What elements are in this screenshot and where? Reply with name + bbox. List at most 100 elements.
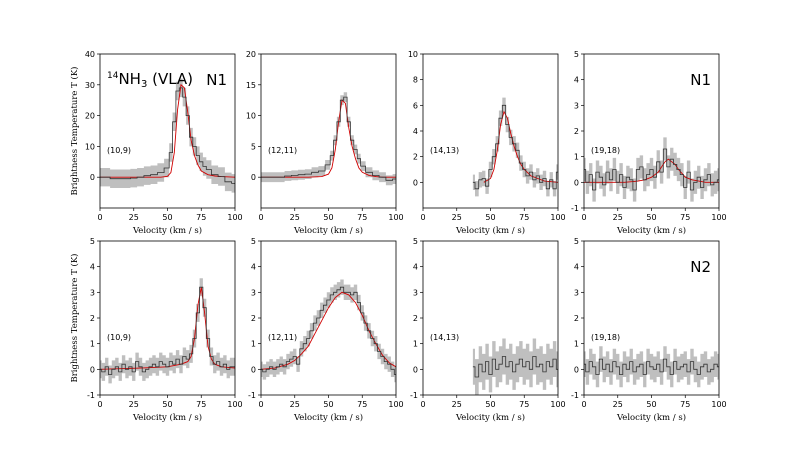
observed-spectrum-line xyxy=(584,148,719,191)
y-tick-label: 30 xyxy=(85,81,95,90)
y-tick-label: 5 xyxy=(574,237,579,246)
x-tick-label: 100 xyxy=(550,400,565,409)
plot-area xyxy=(584,346,719,388)
x-axis-label: Velocity (km / s) xyxy=(616,225,686,236)
y-tick-label: 15 xyxy=(246,81,256,90)
x-tick-label: 0 xyxy=(420,213,425,222)
x-tick-label: 50 xyxy=(646,213,656,222)
y-tick-label: 0 xyxy=(574,178,579,187)
x-tick-label: 25 xyxy=(613,400,623,409)
x-tick-label: 75 xyxy=(680,213,690,222)
y-tick-label: 4 xyxy=(251,263,256,272)
y-tick-label: 1 xyxy=(251,340,256,349)
x-tick-label: 25 xyxy=(613,213,623,222)
y-tick-label: 4 xyxy=(413,127,418,136)
x-tick-label: 0 xyxy=(258,400,263,409)
transition-label: (12,11) xyxy=(268,146,297,155)
x-axis-label: Velocity (km / s) xyxy=(132,412,202,423)
region-label: N1 xyxy=(690,71,711,89)
x-tick-label: 50 xyxy=(646,400,656,409)
y-tick-label: 4 xyxy=(574,263,579,272)
y-tick-label: 20 xyxy=(85,112,95,121)
error-band xyxy=(100,78,235,193)
y-tick-label: 1 xyxy=(90,340,95,349)
observed-spectrum-line xyxy=(100,87,235,184)
plot-area xyxy=(261,279,396,383)
observed-spectrum-line xyxy=(261,286,396,375)
x-tick-label: 25 xyxy=(290,400,300,409)
x-tick-label: 100 xyxy=(711,400,726,409)
model-line xyxy=(483,110,558,183)
observed-spectrum-line xyxy=(472,104,558,190)
y-tick-label: 3 xyxy=(251,288,256,297)
model-line xyxy=(100,287,235,370)
x-tick-label: 0 xyxy=(581,400,586,409)
title-suffix: (VLA) xyxy=(147,70,193,88)
axes-frame xyxy=(260,53,397,209)
transition-label: (10,9) xyxy=(107,333,131,342)
y-tick-label: 3 xyxy=(574,288,579,297)
y-tick-label: 0 xyxy=(413,178,418,187)
y-tick-label: -1 xyxy=(571,391,579,400)
y-tick-label: 5 xyxy=(251,142,256,151)
error-band xyxy=(261,279,396,383)
x-tick-label: 50 xyxy=(323,213,333,222)
x-tick-label: 100 xyxy=(711,213,726,222)
error-band xyxy=(261,92,396,186)
x-tick-label: 75 xyxy=(357,213,367,222)
x-tick-label: 75 xyxy=(357,400,367,409)
y-tick-label: 1 xyxy=(413,340,418,349)
transition-label: (14,13) xyxy=(430,333,459,342)
y-tick-label: 3 xyxy=(574,101,579,110)
x-tick-label: 25 xyxy=(129,400,139,409)
transition-label: (14,13) xyxy=(430,146,459,155)
y-tick-label: 2 xyxy=(574,314,579,323)
transition-label: (12,11) xyxy=(268,333,297,342)
y-tick-label: 0 xyxy=(90,173,95,182)
y-tick-label: 3 xyxy=(413,288,418,297)
y-tick-label: 4 xyxy=(574,76,579,85)
y-tick-label: 10 xyxy=(246,112,256,121)
y-tick-label: 10 xyxy=(85,142,95,151)
y-tick-label: 0 xyxy=(574,365,579,374)
x-tick-label: 25 xyxy=(290,213,300,222)
x-axis-label: Velocity (km / s) xyxy=(293,225,363,236)
y-tick-label: 0 xyxy=(413,365,418,374)
model-line xyxy=(584,158,719,183)
region-label: N1 xyxy=(206,71,227,89)
y-tick-label: 1 xyxy=(574,153,579,162)
x-tick-label: 75 xyxy=(196,213,206,222)
title-species: NH xyxy=(118,70,141,88)
y-tick-label: -1 xyxy=(410,391,418,400)
plot-area xyxy=(472,338,558,395)
x-tick-label: 100 xyxy=(227,213,242,222)
x-axis-label: Velocity (km / s) xyxy=(455,412,525,423)
x-tick-label: 50 xyxy=(485,400,495,409)
error-band xyxy=(100,278,235,384)
x-tick-label: 50 xyxy=(323,400,333,409)
x-tick-label: 0 xyxy=(581,213,586,222)
x-axis-label: Velocity (km / s) xyxy=(132,225,202,236)
title-subscript: 3 xyxy=(141,79,147,90)
x-tick-label: 25 xyxy=(452,400,462,409)
y-tick-label: 40 xyxy=(85,50,95,59)
observed-spectrum-line xyxy=(584,358,719,375)
x-tick-label: 75 xyxy=(519,213,529,222)
y-tick-label: 2 xyxy=(413,153,418,162)
observed-spectrum-line xyxy=(100,286,235,375)
y-tick-label: 5 xyxy=(90,237,95,246)
x-tick-label: 0 xyxy=(97,400,102,409)
x-axis-label: Velocity (km / s) xyxy=(616,412,686,423)
transition-label: (10,9) xyxy=(107,146,131,155)
y-tick-label: 5 xyxy=(574,50,579,59)
y-tick-label: 10 xyxy=(408,50,418,59)
panel-n1-14-13: 0 25 50 75 100 0 2 4 6 8 10 Velocity (km / s) (14,13… xyxy=(408,50,566,236)
axes-frame xyxy=(422,53,559,209)
x-tick-label: 100 xyxy=(388,213,403,222)
y-tick-label: 5 xyxy=(251,237,256,246)
